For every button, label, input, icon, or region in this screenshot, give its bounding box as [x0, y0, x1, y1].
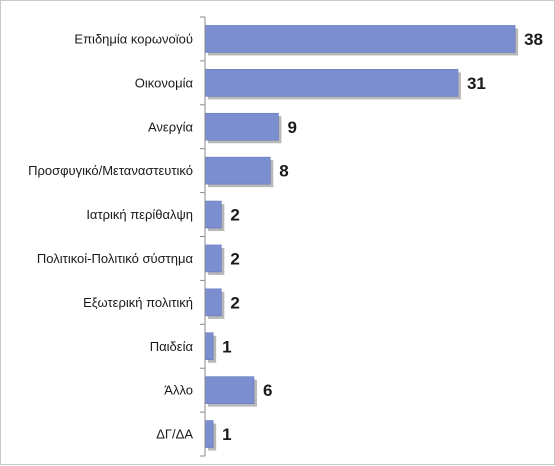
category-label: ΔΓ/ΔΑ — [156, 427, 193, 442]
value-label: 38 — [524, 30, 543, 49]
bar — [204, 288, 222, 317]
bar — [204, 156, 271, 185]
value-label: 2 — [230, 293, 239, 312]
bar — [204, 112, 279, 141]
category-label: Ανεργία — [148, 119, 194, 134]
value-label: 8 — [279, 162, 288, 181]
category-label: Προσφυγικό/Μεταναστευτικό — [28, 163, 193, 178]
category-label: Επιδημία κορωνοϊού — [74, 31, 193, 46]
bar — [204, 332, 214, 361]
value-label: 2 — [230, 206, 239, 225]
bar — [204, 69, 459, 97]
value-label: 6 — [263, 381, 272, 400]
value-label: 2 — [230, 249, 239, 268]
category-label: Εξωτερική πολιτική — [83, 295, 193, 310]
value-label: 31 — [467, 74, 486, 93]
bar — [204, 420, 214, 448]
bar — [204, 25, 516, 53]
value-label: 1 — [222, 425, 231, 444]
category-label: Οικονομία — [135, 75, 194, 90]
category-label: Ιατρική περίθαλψη — [86, 207, 193, 222]
value-label: 1 — [222, 337, 231, 356]
bar — [204, 200, 222, 229]
value-label: 9 — [287, 118, 296, 137]
category-label: Παιδεία — [150, 339, 194, 354]
bar — [204, 376, 255, 404]
bar — [204, 244, 222, 273]
category-label: Άλλο — [164, 383, 193, 398]
category-label: Πολιτικοί-Πολιτικό σύστημα — [37, 251, 194, 266]
